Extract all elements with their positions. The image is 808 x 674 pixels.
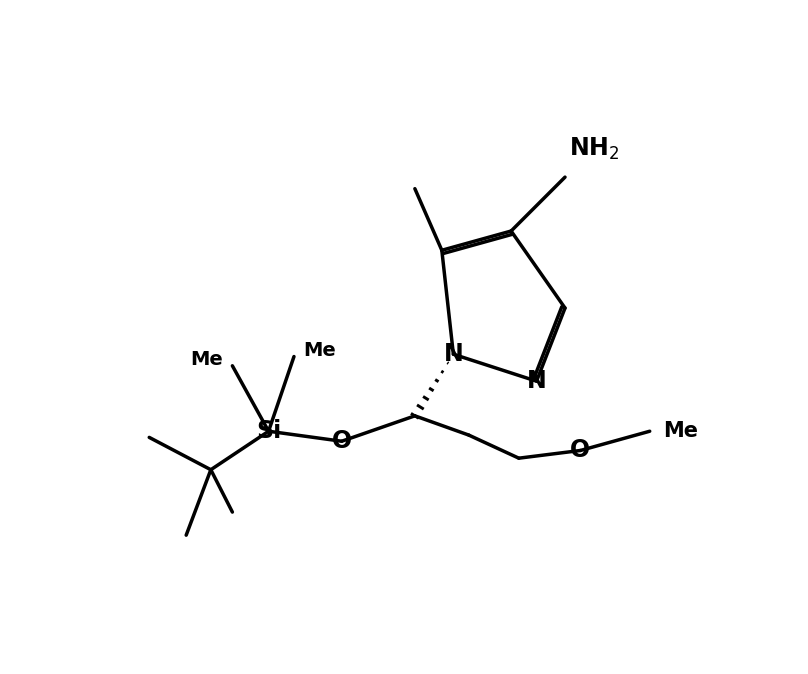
Text: Si: Si	[256, 419, 281, 443]
Text: N: N	[444, 342, 463, 366]
Text: O: O	[570, 439, 591, 462]
Text: N: N	[527, 369, 546, 393]
Text: NH$_2$: NH$_2$	[570, 135, 619, 162]
Text: Me: Me	[191, 350, 223, 369]
Text: O: O	[331, 429, 351, 453]
Text: Me: Me	[303, 341, 336, 360]
Text: Me: Me	[663, 421, 699, 441]
